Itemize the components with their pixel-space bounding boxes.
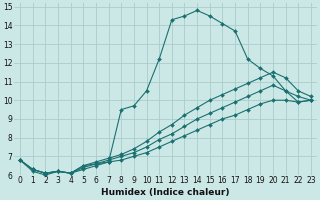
X-axis label: Humidex (Indice chaleur): Humidex (Indice chaleur): [101, 188, 230, 197]
